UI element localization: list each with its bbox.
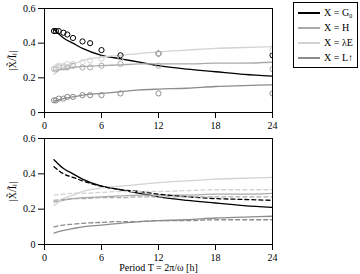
svg-text:0.6: 0.6 bbox=[23, 3, 36, 14]
svg-text:0.2: 0.2 bbox=[23, 72, 36, 83]
svg-text:18: 18 bbox=[211, 120, 221, 130]
svg-text:0.4: 0.4 bbox=[23, 168, 36, 179]
svg-text:0: 0 bbox=[42, 120, 47, 130]
svg-text:6: 6 bbox=[99, 120, 104, 130]
html-text:X = L↑: X = L↑ bbox=[324, 52, 353, 63]
svg-text:0: 0 bbox=[42, 252, 47, 263]
svg-text:0.4: 0.4 bbox=[23, 37, 36, 48]
svg-text:Period T = 2π/ω [h]: Period T = 2π/ω [h] bbox=[119, 262, 198, 273]
html-text:X = λE: X = λE bbox=[324, 37, 353, 48]
svg-text:24: 24 bbox=[268, 252, 278, 263]
svg-text:0.2: 0.2 bbox=[23, 203, 36, 214]
svg-text:0.6: 0.6 bbox=[23, 133, 36, 144]
svg-text:|X̃/Ĩₗ|: |X̃/Ĩₗ| bbox=[6, 51, 18, 70]
svg-text:0: 0 bbox=[31, 239, 36, 250]
svg-text:12: 12 bbox=[153, 251, 164, 263]
svg-text:6: 6 bbox=[99, 252, 104, 263]
svg-text:12: 12 bbox=[154, 120, 164, 130]
html-text:X = H: X = H bbox=[324, 22, 350, 33]
svg-text:0: 0 bbox=[31, 107, 36, 118]
svg-text:24: 24 bbox=[268, 120, 278, 130]
svg-text:|X̃/Ĩₗ|: |X̃/Ĩₗ| bbox=[6, 182, 18, 201]
svg-text:18: 18 bbox=[211, 252, 221, 263]
html-text:X = G₀: X = G₀ bbox=[324, 7, 353, 18]
